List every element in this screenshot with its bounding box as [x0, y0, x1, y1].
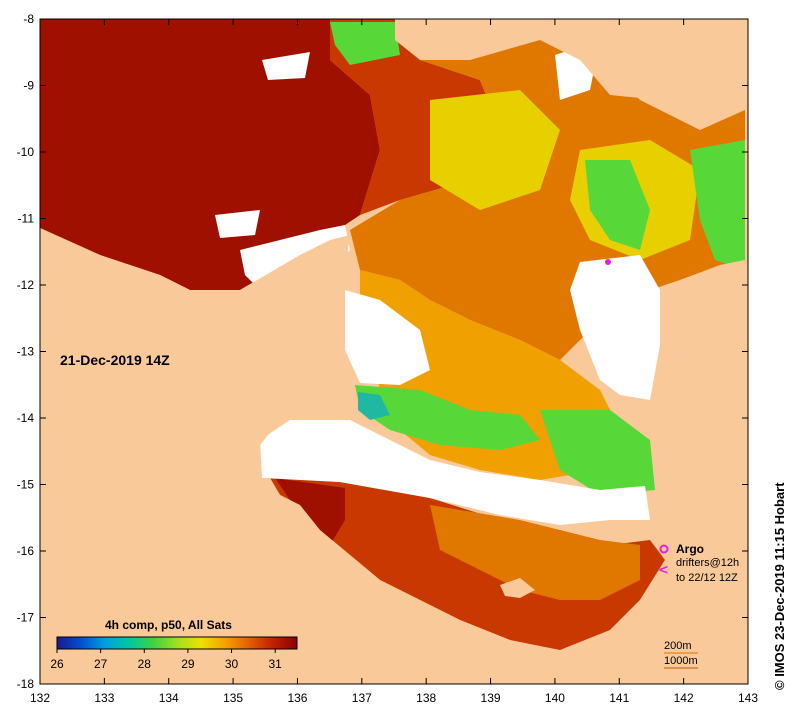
cloud-mask [215, 40, 660, 525]
land-new-guinea [395, 19, 748, 120]
land-masses [40, 19, 748, 684]
y-tick-label: -15 [17, 478, 35, 492]
x-tick-label: 140 [545, 691, 565, 705]
colorbar [56, 636, 298, 653]
sst-region-north-central [200, 19, 500, 215]
sst-region-gulf-south-mid [430, 505, 640, 600]
cloud-patch [262, 52, 310, 80]
sst-region-yellow-north [430, 90, 560, 210]
sst-field [40, 19, 745, 650]
y-tick-label: -12 [17, 278, 35, 292]
x-tick-label: 137 [352, 691, 372, 705]
y-tick-label: -11 [18, 212, 35, 226]
sst-region-gulf-south [270, 478, 665, 650]
y-tick-label: -9 [23, 79, 34, 93]
x-tick-label: 135 [223, 691, 243, 705]
y-tick-label: -16 [17, 544, 35, 558]
argo-legend-icon [659, 544, 669, 554]
colorbar-title: 4h comp, p50, All Sats [105, 618, 232, 632]
colorbar-tick-label: 29 [181, 657, 195, 671]
x-tick-label: 132 [30, 691, 50, 705]
cloud-patch [570, 255, 660, 400]
y-tick-label: -8 [23, 12, 34, 26]
sst-region-green-far-east [690, 140, 745, 270]
sst-region-green-south-east [540, 410, 655, 495]
x-tick-label: 142 [674, 691, 694, 705]
drifters-legend-label: drifters@12h [676, 557, 740, 569]
sst-region-gulf-southwest [275, 478, 345, 545]
y-tick-label: -14 [17, 411, 35, 425]
argo-float-marker [605, 259, 611, 265]
argo-legend-label: Argo [676, 542, 704, 556]
colorbar-ramp [56, 636, 298, 650]
cloud-patch [345, 290, 430, 385]
colorbar-tick-label: 31 [268, 657, 282, 671]
cloud-patch [215, 210, 260, 238]
x-tick-label: 138 [416, 691, 436, 705]
land-cape-york [560, 160, 748, 684]
scale-label-1000m: 1000m [664, 655, 698, 667]
x-tick-label: 134 [159, 691, 179, 705]
land-mornington-island [500, 578, 535, 598]
y-tick-label: -18 [17, 677, 35, 691]
cloud-patch [260, 420, 650, 525]
sst-region-green-east [585, 160, 650, 250]
x-tick-label: 136 [287, 691, 307, 705]
sst-region-northwest [40, 19, 380, 290]
land-arnhem [40, 228, 600, 684]
y-tick-label: -13 [17, 345, 35, 359]
land-groote-island [290, 335, 320, 385]
colorbar-tick-label: 27 [93, 657, 108, 671]
credit-label: © IMOS 23-Dec-2019 11:15 Hobart [772, 482, 787, 690]
y-tick-label: -10 [17, 145, 35, 159]
sst-region-green-ne [330, 22, 400, 65]
x-tick-label: 141 [609, 691, 629, 705]
x-tick-label: 133 [94, 691, 114, 705]
colorbar-tick-label: 26 [50, 657, 64, 671]
scale-label-200m: 200m [664, 640, 692, 652]
date-label: 21-Dec-2019 14Z [60, 352, 170, 368]
drifters-legend-period: to 22/12 12Z [676, 572, 738, 584]
x-tick-label: 139 [481, 691, 501, 705]
colorbar-tick-label: 28 [137, 657, 151, 671]
y-tick-label: -17 [17, 611, 35, 625]
y-axis: -8 -9 -10 -11 -12 -13 -14 -15 -16 -17 -18 [17, 12, 748, 691]
x-axis: 132 133 134 135 136 137 138 139 140 141 142 143 [30, 19, 758, 705]
markers [605, 259, 611, 265]
colorbar-tick-label: 30 [224, 657, 239, 671]
x-tick-label: 143 [738, 691, 758, 705]
sst-region-green-south-west [355, 385, 540, 450]
sst-region-teal [358, 392, 390, 420]
drifter-legend-icon: < [658, 563, 669, 578]
